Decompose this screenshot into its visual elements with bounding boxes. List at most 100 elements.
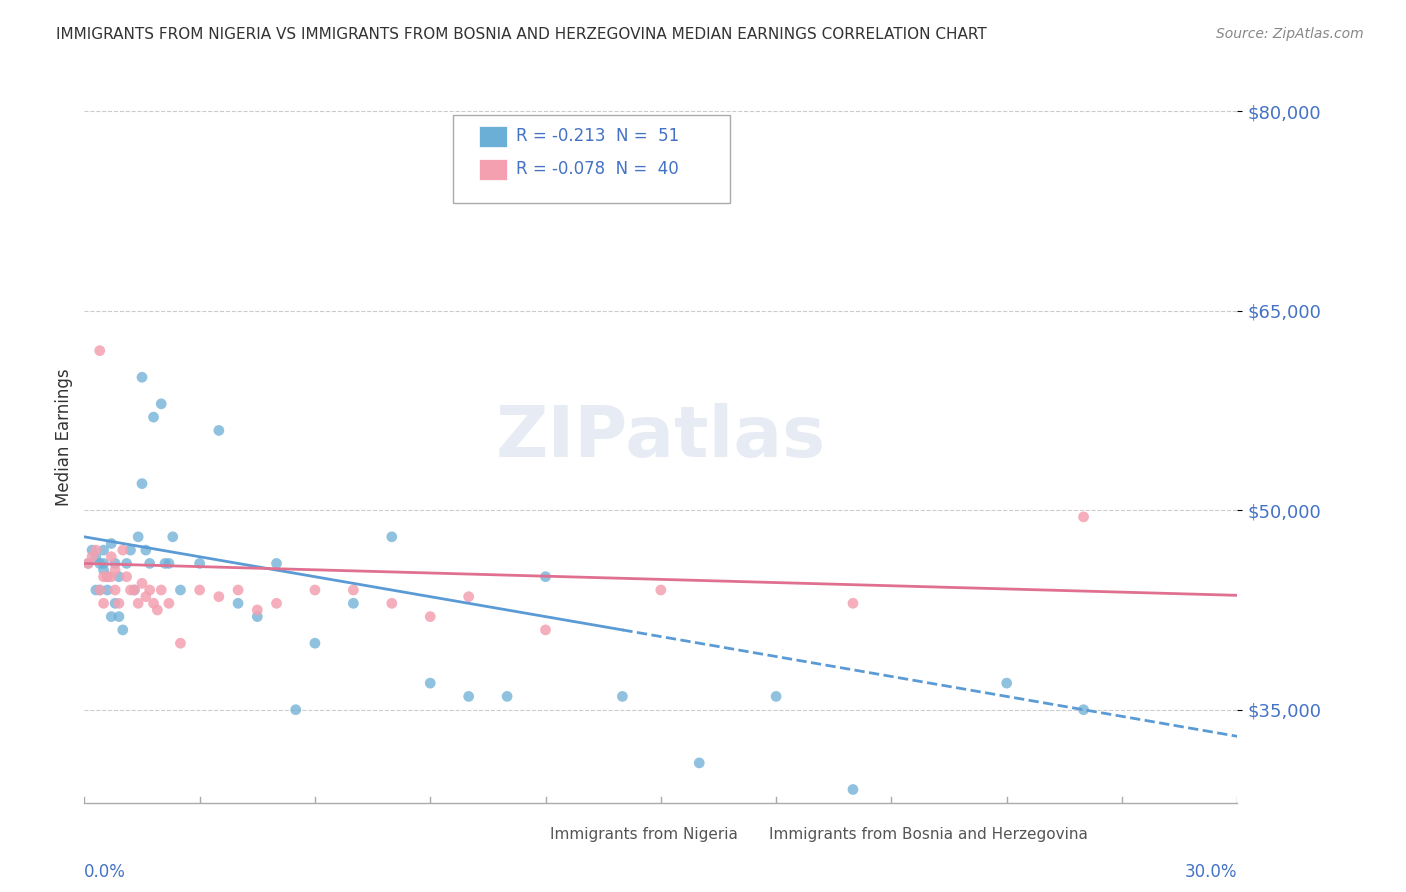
Point [100,549,122,564]
Point [188,557,211,571]
Point [688,756,710,770]
Point [534,570,557,584]
Point [115,570,138,584]
Point [111,543,134,558]
Point [96,582,118,597]
Point [127,596,149,610]
Point [120,543,142,558]
Y-axis label: Median Earnings: Median Earnings [55,368,73,506]
Point [93,557,115,571]
Point [135,543,157,558]
Point [1073,509,1095,524]
Point [104,582,127,597]
Point [612,690,634,704]
Point [108,596,131,610]
Point [208,424,231,438]
Point [84,543,107,558]
Point [534,623,557,637]
Text: R = -0.078  N =  40: R = -0.078 N = 40 [516,161,678,178]
Point [80,543,103,558]
Point [496,690,519,704]
Point [135,590,157,604]
Point [284,703,307,717]
Text: Immigrants from Nigeria: Immigrants from Nigeria [550,828,738,842]
Point [96,570,118,584]
Point [157,557,180,571]
Point [157,596,180,610]
Point [115,557,138,571]
Point [104,563,127,577]
FancyBboxPatch shape [453,115,730,203]
Point [146,603,169,617]
Point [381,596,404,610]
Bar [741,827,762,843]
Text: Source: ZipAtlas.com: Source: ZipAtlas.com [1216,27,1364,41]
Point [124,582,146,597]
Point [419,609,441,624]
Point [93,570,115,584]
Point [246,603,269,617]
Text: 0.0%: 0.0% [84,863,127,880]
Point [150,397,173,411]
Point [93,563,115,577]
Point [246,609,269,624]
Point [89,582,111,597]
Text: Immigrants from Bosnia and Herzegovina: Immigrants from Bosnia and Herzegovina [769,828,1088,842]
Point [995,676,1018,690]
Bar [478,126,508,146]
Point [342,596,364,610]
Point [419,676,441,690]
Point [842,782,865,797]
Point [226,582,249,597]
Point [124,582,146,597]
Point [153,557,176,571]
Bar [523,827,543,843]
Point [80,549,103,564]
Point [650,582,672,597]
Point [1073,703,1095,717]
Point [162,530,184,544]
Point [108,609,131,624]
Point [304,582,326,597]
Point [138,582,160,597]
Point [304,636,326,650]
Point [84,549,107,564]
Point [104,596,127,610]
Point [188,582,211,597]
Point [111,623,134,637]
Point [142,596,165,610]
Point [131,370,153,384]
Point [89,343,111,358]
Point [93,596,115,610]
Point [457,690,479,704]
Point [208,590,231,604]
Point [100,570,122,584]
Point [226,596,249,610]
Point [77,557,100,571]
Point [104,557,127,571]
Point [169,582,191,597]
Point [842,596,865,610]
Point [89,557,111,571]
Point [100,609,122,624]
Point [457,590,479,604]
Point [120,582,142,597]
Point [77,557,100,571]
Point [150,582,173,597]
Text: IMMIGRANTS FROM NIGERIA VS IMMIGRANTS FROM BOSNIA AND HERZEGOVINA MEDIAN EARNING: IMMIGRANTS FROM NIGERIA VS IMMIGRANTS FR… [56,27,987,42]
Text: ZIPatlas: ZIPatlas [496,402,825,472]
Point [142,410,165,425]
Point [765,690,787,704]
Point [93,543,115,558]
Point [89,582,111,597]
Text: 30.0%: 30.0% [1185,863,1237,880]
Point [131,576,153,591]
Point [169,636,191,650]
Point [342,582,364,597]
Point [84,582,107,597]
Bar [478,159,508,179]
Point [127,530,149,544]
Point [138,557,160,571]
Point [131,476,153,491]
Point [266,596,288,610]
